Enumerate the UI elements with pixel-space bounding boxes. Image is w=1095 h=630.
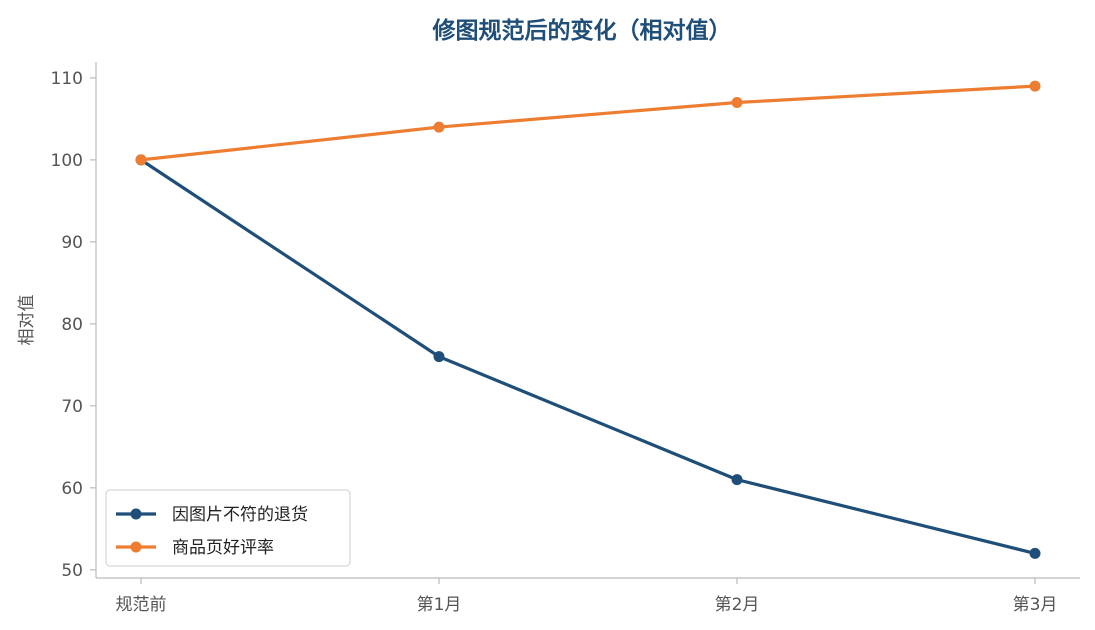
series-line — [139, 84, 1037, 162]
legend-label: 因图片不符的退货 — [172, 505, 308, 525]
data-point — [135, 154, 147, 166]
legend-swatch-marker — [130, 541, 142, 553]
data-point — [731, 96, 743, 108]
y-tick-label: 100 — [51, 151, 83, 171]
legend-swatch-marker — [130, 508, 142, 520]
data-point — [1029, 547, 1041, 559]
x-tick-label: 规范前 — [116, 595, 167, 615]
y-tick-label: 80 — [61, 315, 83, 335]
data-point — [1029, 80, 1041, 92]
y-tick-label: 70 — [61, 397, 83, 417]
series-layer — [135, 80, 1041, 559]
legend-box — [105, 489, 351, 567]
legend-label: 商品页好评率 — [172, 538, 274, 558]
data-point — [433, 121, 445, 133]
data-point — [433, 351, 445, 363]
chart-title: 修图规范后的变化（相对值） — [432, 17, 732, 44]
x-tick-label: 第1月 — [417, 595, 462, 615]
data-point — [731, 474, 743, 486]
y-tick-label: 90 — [61, 233, 83, 253]
y-axis-ticks: 50 60 70 80 90 100 110 — [51, 69, 96, 581]
x-tick-label: 第3月 — [1013, 595, 1058, 615]
legend-entry: 因图片不符的退货 — [116, 505, 308, 525]
y-tick-label: 50 — [61, 561, 83, 581]
y-tick-label: 60 — [61, 479, 83, 499]
series-line — [139, 158, 1037, 556]
series-1 — [135, 80, 1041, 166]
y-axis-label: 相对值 — [17, 295, 37, 346]
x-axis-ticks: 规范前 第1月 第2月 第3月 — [116, 578, 1058, 615]
x-tick-label: 第2月 — [715, 595, 760, 615]
legend-entry: 商品页好评率 — [116, 538, 274, 558]
y-tick-label: 110 — [51, 69, 83, 89]
